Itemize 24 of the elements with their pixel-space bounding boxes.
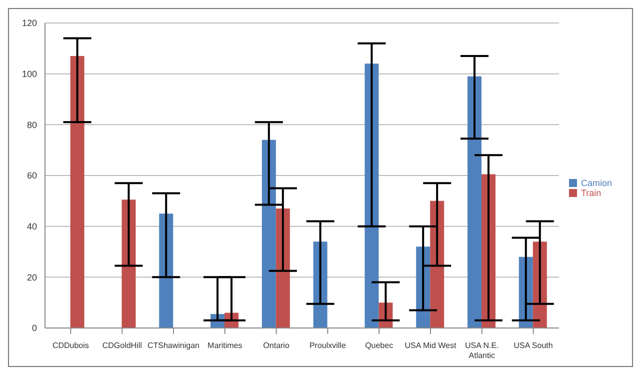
y-tick-label: 100 [22,69,37,80]
x-tick-label: CTShawinigan [147,341,200,350]
x-tick-label: USA Mid West [404,341,457,350]
bar [467,76,482,328]
legend-label: Train [580,188,602,198]
x-tick-label: Maritimes [208,341,242,350]
x-tick-label: CDGoldHill [102,341,142,350]
bar [70,56,84,328]
bar [276,208,290,328]
x-tick-label: USA N.E. Atlantic [464,341,499,360]
y-tick-label: 40 [26,222,37,232]
x-tick-label: Quebec [365,341,394,350]
y-tick-label: 80 [26,120,37,130]
x-tick-label: CDDubois [52,341,89,350]
y-tick-label: 60 [26,170,37,181]
bar [122,200,136,328]
legend-label: Camion [580,178,612,188]
x-tick-label: Ontario [263,341,290,350]
y-tick-label: 0 [32,323,37,334]
y-tick-label: 20 [26,272,37,282]
x-tick-label: USA South [514,341,553,350]
y-tick-label: 120 [22,18,37,28]
bar [262,140,276,328]
x-tick-label: Proulxville [309,341,346,350]
